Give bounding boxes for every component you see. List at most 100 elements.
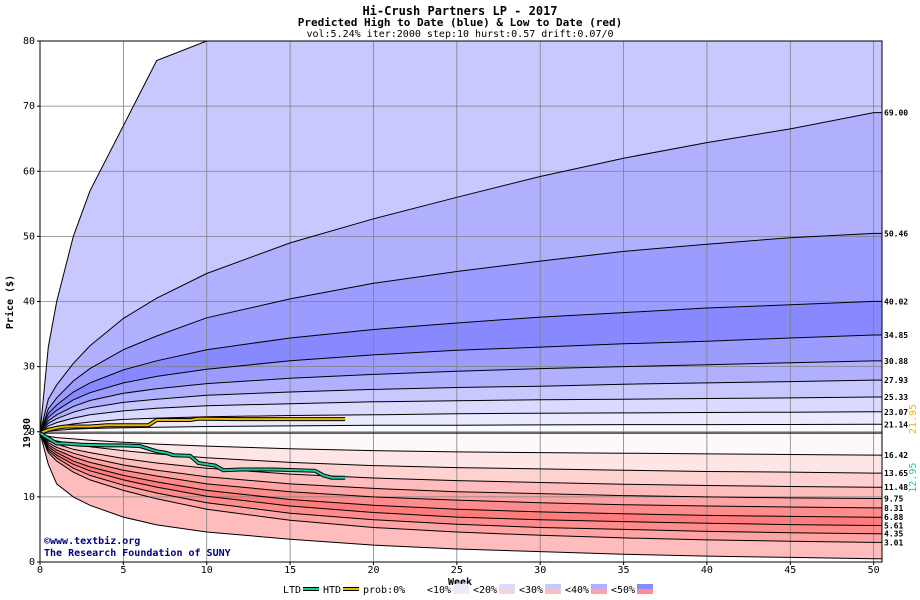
end-value-label: 11.48 bbox=[884, 483, 908, 492]
legend-swatch-top bbox=[545, 584, 561, 589]
legend-swatch-bottom bbox=[637, 589, 653, 594]
end-value-label: 69.00 bbox=[884, 109, 908, 118]
legend-label: <20% bbox=[473, 585, 497, 596]
percentile-line-max bbox=[40, 41, 882, 434]
x-tick-label: 50 bbox=[868, 565, 880, 576]
legend-swatch-bottom bbox=[499, 589, 515, 594]
plot-area: 0 10 20 30 40 50 60 70 80 0 5 10 15 20 25 30 35 40 45 50 19.… bbox=[22, 36, 919, 576]
legend-swatch-top bbox=[499, 584, 515, 589]
chart-subtitle: Predicted High to Date (blue) & Low to D… bbox=[298, 16, 623, 29]
ltd-end-label: 12.95 bbox=[908, 463, 919, 493]
legend-swatch-bottom bbox=[453, 589, 469, 594]
percentile-line-min bbox=[40, 432, 882, 560]
high-band-p20 bbox=[40, 397, 882, 434]
low-band-p20 bbox=[40, 433, 882, 488]
percentile-line-p90 bbox=[40, 232, 882, 434]
legend-swatch-top bbox=[453, 584, 469, 589]
htd-end-label: 21.95 bbox=[908, 404, 919, 434]
high-band-p30 bbox=[40, 380, 882, 434]
percentile-lines bbox=[40, 41, 882, 560]
watermark-foundation: The Research Foundation of SUNY bbox=[44, 547, 231, 559]
chart-legend: LTD HTD prob:0% <10% <20% <30% <40% <50% bbox=[283, 584, 653, 596]
y-tick-label: 10 bbox=[23, 492, 35, 503]
legend-swatch-bottom bbox=[545, 589, 561, 594]
legend-label: <50% bbox=[611, 585, 635, 596]
percentile-line-p05 bbox=[40, 432, 882, 456]
percentile-line-p30 bbox=[40, 379, 882, 434]
end-value-label: 30.88 bbox=[884, 357, 908, 366]
low-band-min bbox=[40, 433, 882, 559]
x-tick-label: 20 bbox=[367, 565, 379, 576]
legend-swatch-top bbox=[407, 584, 423, 589]
high-band-p50 bbox=[40, 335, 882, 434]
percentile-line-p20 bbox=[40, 396, 882, 434]
percentile-line-p40 bbox=[40, 432, 882, 509]
high-band-max bbox=[40, 41, 882, 434]
high-band-p40 bbox=[40, 360, 882, 434]
legend-swatch-bottom bbox=[591, 589, 607, 594]
end-value-label: 23.07 bbox=[884, 408, 908, 417]
x-tick-label: 5 bbox=[120, 565, 126, 576]
end-value-label: 13.65 bbox=[884, 469, 908, 478]
x-tick-label: 15 bbox=[284, 565, 296, 576]
end-value-label: 6.88 bbox=[884, 513, 903, 522]
y-tick-label: 30 bbox=[23, 362, 35, 373]
legend-swatch-bottom bbox=[407, 589, 423, 594]
end-value-label: 25.33 bbox=[884, 393, 908, 402]
x-tick-label: 10 bbox=[201, 565, 213, 576]
percentile-line-p99 bbox=[40, 112, 882, 434]
high-band-p70 bbox=[40, 301, 882, 434]
high-band-p90 bbox=[40, 233, 882, 434]
end-value-label: 8.31 bbox=[884, 504, 903, 513]
percentile-line-p20 bbox=[40, 432, 882, 488]
percentile-line-p70 bbox=[40, 432, 882, 535]
x-tick-label: 30 bbox=[534, 565, 546, 576]
start-price-label: 19.80 bbox=[22, 418, 33, 448]
y-tick-label: 40 bbox=[23, 297, 35, 308]
htd-line bbox=[39, 417, 346, 435]
y-tick-label: 20 bbox=[23, 427, 35, 438]
x-tick-label: 25 bbox=[451, 565, 463, 576]
x-axis-label: Week bbox=[448, 577, 472, 588]
ltd-line bbox=[39, 432, 346, 479]
end-value-label: 16.42 bbox=[884, 451, 908, 460]
percentile-line-p60 bbox=[40, 432, 882, 526]
low-band-p40 bbox=[40, 433, 882, 508]
end-value-label: 40.02 bbox=[884, 297, 908, 306]
end-value-label: 50.46 bbox=[884, 229, 908, 238]
chart-params: vol:5.24% iter:2000 step:10 hurst:0.57 d… bbox=[306, 29, 613, 40]
legend-label: <40% bbox=[565, 585, 589, 596]
end-value-label: 4.35 bbox=[884, 530, 903, 539]
end-value-label: 9.75 bbox=[884, 495, 903, 504]
probability-bands bbox=[40, 41, 882, 559]
percentile-line-p40 bbox=[40, 360, 882, 434]
x-tick-label: 35 bbox=[618, 565, 630, 576]
high-band-p99 bbox=[40, 112, 882, 434]
percentile-line-p50 bbox=[40, 432, 882, 518]
low-band-p30 bbox=[40, 433, 882, 499]
end-value-label: 5.61 bbox=[884, 521, 903, 530]
chart-title: Hi-Crush Partners LP - 2017 bbox=[362, 4, 557, 18]
x-tick-label: 45 bbox=[784, 565, 796, 576]
percentile-line-p50 bbox=[40, 334, 882, 434]
low-band-p05 bbox=[40, 433, 882, 456]
percentile-line-p05 bbox=[40, 423, 882, 434]
low-band-p10 bbox=[40, 433, 882, 474]
percentile-line-p30 bbox=[40, 432, 882, 499]
x-tick-label: 40 bbox=[701, 565, 713, 576]
watermark-url: ©www.textbiz.org bbox=[44, 535, 140, 547]
y-axis-label: Price ($) bbox=[4, 275, 16, 329]
end-value-label: 3.01 bbox=[884, 538, 903, 547]
legend-label: <10% bbox=[427, 585, 451, 596]
y-tick-label: 60 bbox=[23, 166, 35, 177]
legend-label: <30% bbox=[519, 585, 543, 596]
legend-swatch-top bbox=[591, 584, 607, 589]
legend-label: LTD bbox=[283, 585, 301, 596]
y-tick-label: 70 bbox=[23, 101, 35, 112]
x-tick-label: 0 bbox=[37, 565, 43, 576]
percentile-line-p90 bbox=[40, 432, 882, 543]
legend-swatch-top bbox=[637, 584, 653, 589]
legend-label: HTD bbox=[323, 585, 341, 596]
end-value-label: 34.85 bbox=[884, 331, 908, 340]
